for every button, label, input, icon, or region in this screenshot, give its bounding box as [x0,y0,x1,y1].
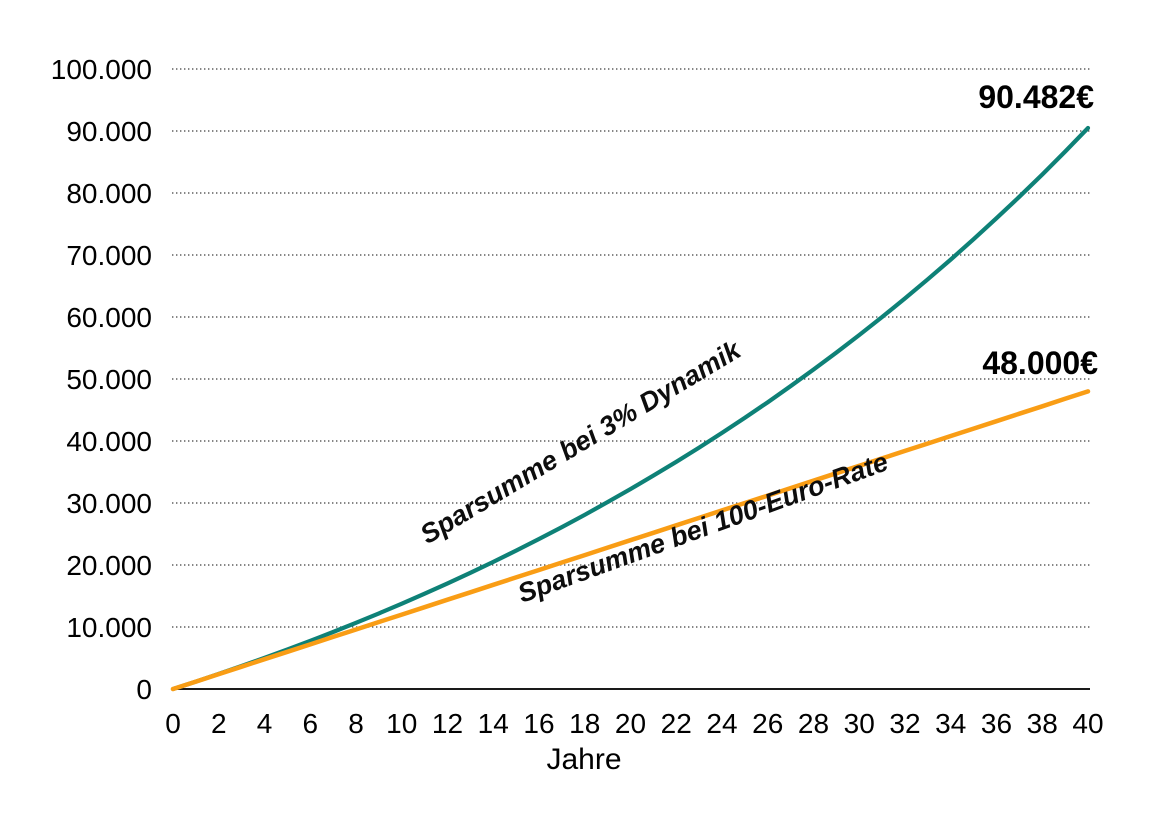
series-label-euro-rate: Sparsumme bei 100-Euro-Rate [514,446,892,608]
x-tick-label: 24 [706,708,737,739]
x-tick-label: 16 [523,708,554,739]
x-tick-label: 20 [615,708,646,739]
y-tick-label: 90.000 [66,116,152,147]
y-tick-label: 100.000 [51,54,152,85]
y-tick-label: 50.000 [66,364,152,395]
x-tick-label: 0 [165,708,181,739]
y-tick-label: 30.000 [66,488,152,519]
y-axis-tick-labels: 0 10.000 20.000 30.000 40.000 50.000 60.000 70.… [51,54,152,705]
x-tick-label: 34 [935,708,966,739]
x-tick-label: 18 [569,708,600,739]
series-line-euro-rate [170,389,1091,692]
y-tick-label: 80.000 [66,178,152,209]
x-tick-label: 32 [889,708,920,739]
y-tick-label: 70.000 [66,240,152,271]
x-tick-label: 6 [302,708,318,739]
end-value-dynamik: 90.482€ [978,79,1094,115]
x-tick-label: 28 [798,708,829,739]
x-tick-label: 38 [1027,708,1058,739]
series-lines-layer [170,125,1091,692]
x-tick-label: 2 [211,708,227,739]
series-line-dynamik [170,125,1091,692]
x-tick-label: 10 [386,708,417,739]
y-tick-label: 40.000 [66,426,152,457]
end-value-euro-rate: 48.000€ [982,345,1098,381]
y-tick-label: 60.000 [66,302,152,333]
y-tick-label: 0 [136,674,152,705]
x-axis-title: Jahre [546,743,621,776]
y-tick-label: 20.000 [66,550,152,581]
x-tick-label: 36 [981,708,1012,739]
x-axis-tick-labels: 0 2 4 6 8 10 12 14 16 18 20 22 24 26 28 30 32 34 36 38 40 [165,708,1103,739]
x-tick-label: 22 [661,708,692,739]
x-tick-label: 40 [1072,708,1103,739]
x-tick-label: 14 [478,708,509,739]
x-tick-label: 26 [752,708,783,739]
x-tick-label: 8 [348,708,364,739]
x-tick-label: 4 [257,708,273,739]
y-tick-label: 10.000 [66,612,152,643]
x-tick-label: 12 [432,708,463,739]
x-tick-label: 30 [844,708,875,739]
